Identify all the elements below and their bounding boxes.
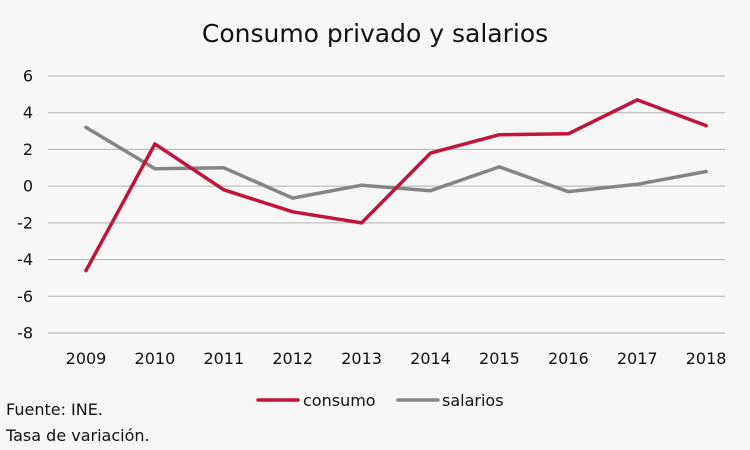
data-point-salarios — [566, 190, 570, 194]
data-point-consumo — [153, 142, 157, 146]
y-tick-label: 4 — [23, 103, 33, 122]
x-tick-label: 2015 — [479, 349, 520, 368]
data-point-salarios — [704, 169, 708, 174]
y-tick-label: -4 — [17, 250, 33, 269]
data-point-salarios — [291, 196, 295, 200]
x-tick-label: 2013 — [341, 349, 382, 368]
x-tick-label: 2014 — [410, 349, 451, 368]
y-tick-label: -6 — [17, 287, 33, 306]
legend-label-salarios: salarios — [442, 391, 504, 410]
x-axis-ticks: 2009 2010 2011 2012 2013 2014 2015 2016 2017 2018 — [66, 349, 727, 368]
y-tick-label: -8 — [17, 324, 33, 343]
y-tick-label: 6 — [23, 67, 33, 86]
data-point-salarios — [222, 166, 226, 170]
source-note: Fuente: INE. — [6, 400, 103, 419]
x-tick-label: 2018 — [686, 349, 727, 368]
data-point-salarios — [635, 182, 639, 186]
x-tick-label: 2010 — [135, 349, 176, 368]
grid-lines — [48, 75, 725, 334]
x-tick-label: 2017 — [617, 349, 658, 368]
measure-note: Tasa de variación. — [6, 426, 150, 445]
legend-label-consumo: consumo — [303, 391, 376, 410]
data-point-salarios — [497, 165, 501, 169]
data-point-salarios — [428, 189, 433, 193]
data-point-salarios — [84, 125, 88, 129]
data-point-consumo — [635, 98, 639, 102]
y-tick-label: -2 — [17, 213, 33, 232]
data-point-salarios — [153, 167, 157, 171]
series-line-consumo — [84, 98, 708, 273]
data-point-consumo — [497, 133, 501, 137]
data-point-consumo — [291, 210, 295, 214]
y-axis-ticks: -8 -6 -4 -2 0 2 4 6 — [17, 67, 33, 343]
x-tick-label: 2009 — [66, 349, 107, 368]
data-point-consumo — [360, 221, 364, 225]
data-point-salarios — [360, 183, 364, 187]
y-tick-label: 2 — [23, 140, 33, 159]
series-lines — [84, 98, 708, 273]
data-point-consumo — [222, 188, 226, 192]
data-point-consumo — [704, 123, 708, 128]
data-point-consumo — [428, 151, 433, 155]
x-tick-label: 2012 — [272, 349, 313, 368]
chart-title: Consumo privado y salarios — [202, 19, 548, 48]
x-tick-label: 2011 — [203, 349, 244, 368]
legend: consumo salarios — [256, 391, 504, 410]
y-tick-label: 0 — [23, 177, 33, 196]
x-tick-label: 2016 — [548, 349, 589, 368]
data-point-consumo — [84, 268, 88, 273]
data-point-consumo — [566, 132, 570, 136]
